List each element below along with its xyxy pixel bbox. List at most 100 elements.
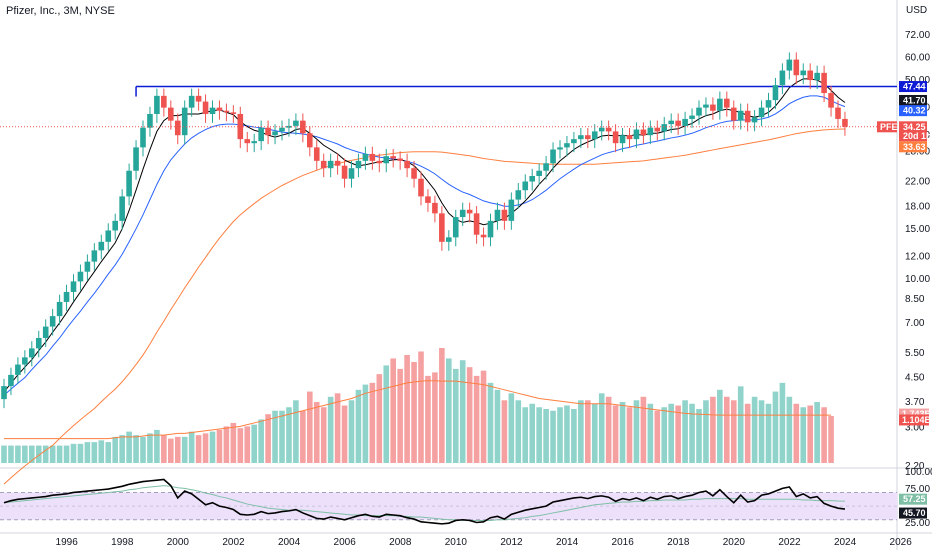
- x-tick-label: 2024: [834, 537, 857, 548]
- candle-body: [751, 117, 758, 123]
- volume-bar: [397, 368, 403, 463]
- volume-bar: [237, 428, 244, 463]
- y-tick-label: 72.00: [905, 30, 930, 41]
- volume-bar: [91, 442, 98, 463]
- candle-body: [390, 156, 396, 159]
- volume-bar: [425, 375, 431, 463]
- volume-bar: [744, 403, 751, 463]
- volume-bar: [70, 443, 77, 463]
- volume-bar: [369, 382, 376, 463]
- candle-body: [487, 220, 494, 238]
- volume-bar: [578, 400, 584, 463]
- candle-body: [112, 220, 118, 231]
- candle-body: [195, 95, 202, 102]
- candle-body: [633, 129, 640, 140]
- volume-bar: [751, 396, 758, 463]
- candle-body: [265, 127, 271, 136]
- volume-bar: [188, 431, 195, 463]
- candle-body: [77, 271, 84, 282]
- volume-bar: [77, 443, 84, 463]
- candle-body: [411, 168, 417, 179]
- y-tick-label: 7.00: [905, 318, 925, 329]
- volume-bar: [126, 431, 132, 463]
- candle-body: [383, 156, 390, 164]
- volume-axis-tag-text: 1.104B: [902, 415, 932, 425]
- volume-bar: [258, 419, 264, 463]
- volume-bar: [286, 407, 292, 463]
- candle-body: [550, 149, 556, 164]
- rsi-band: [0, 492, 897, 520]
- volume-bar: [452, 368, 459, 463]
- rsi-tick-label: 25.00: [905, 518, 930, 529]
- volume-bar: [654, 410, 661, 463]
- candle-body: [279, 127, 285, 132]
- candle-body: [230, 112, 237, 114]
- candle-body: [140, 127, 146, 148]
- volume-bar: [195, 435, 202, 463]
- volume-bar: [446, 358, 452, 463]
- volume-bar: [682, 400, 688, 463]
- candle-body: [744, 110, 751, 123]
- y-tick-label: 2.20: [905, 461, 925, 472]
- candle-body: [272, 131, 278, 136]
- volume-bar: [515, 400, 522, 463]
- y-tick-label: 12.00: [905, 251, 930, 262]
- candle-body: [446, 237, 452, 242]
- volume-bar: [63, 445, 70, 463]
- candle-body: [223, 110, 230, 113]
- volume-bar: [251, 424, 257, 463]
- volume-bar: [133, 435, 139, 463]
- volume-bar: [598, 393, 605, 463]
- volume-bar: [661, 407, 668, 463]
- x-tick-label: 2004: [278, 537, 301, 548]
- y-tick-label: 4.50: [905, 373, 925, 384]
- candle-body: [188, 95, 195, 108]
- x-tick-label: 2016: [612, 537, 635, 548]
- candle-body: [209, 107, 216, 114]
- volume-bar: [494, 389, 501, 463]
- x-tick-label: 2020: [723, 537, 746, 548]
- candle-body: [300, 120, 306, 134]
- volume-bar: [98, 440, 105, 463]
- candle-body: [675, 120, 681, 126]
- price-axis-tag-text: 47.44: [903, 82, 926, 92]
- price-axis-tag: [899, 121, 927, 133]
- volume-bar: [585, 400, 591, 463]
- symbol-tag-text: PFE: [880, 122, 898, 132]
- volume-bar: [689, 403, 695, 463]
- volume-bar: [320, 407, 327, 463]
- volume-bar: [612, 405, 619, 463]
- candle-body: [70, 281, 77, 292]
- candle-body: [369, 153, 376, 161]
- candle-body: [459, 209, 466, 218]
- volume-bar: [536, 407, 542, 463]
- volume-bar: [703, 400, 709, 463]
- candle-body: [807, 70, 813, 81]
- candle-body: [612, 131, 619, 144]
- candle-body: [772, 85, 779, 101]
- candle-body: [835, 107, 841, 119]
- candle-body: [522, 181, 529, 191]
- volume-bar: [161, 435, 167, 463]
- candle-body: [251, 141, 257, 144]
- candle-body: [397, 158, 403, 161]
- y-tick-label: 18.00: [905, 201, 930, 212]
- volume-axis-tag-text: 1.743B: [902, 409, 932, 419]
- volume-bar: [501, 400, 508, 463]
- volume-bar: [341, 405, 348, 463]
- candle-body: [619, 135, 626, 144]
- volume-axis-tag: [899, 408, 929, 420]
- candle-body: [105, 230, 112, 242]
- rsi-tick-label: 75.00: [905, 484, 930, 495]
- volume-bar: [828, 415, 834, 463]
- volume-bar: [390, 358, 396, 463]
- volume-bar: [737, 386, 744, 463]
- candle-body: [327, 160, 334, 169]
- volume-bar: [626, 407, 633, 463]
- candle-body: [63, 291, 70, 302]
- volume-bar: [230, 422, 237, 463]
- candle-body: [452, 217, 459, 238]
- volume-bar: [710, 396, 716, 463]
- volume-bar: [765, 403, 772, 463]
